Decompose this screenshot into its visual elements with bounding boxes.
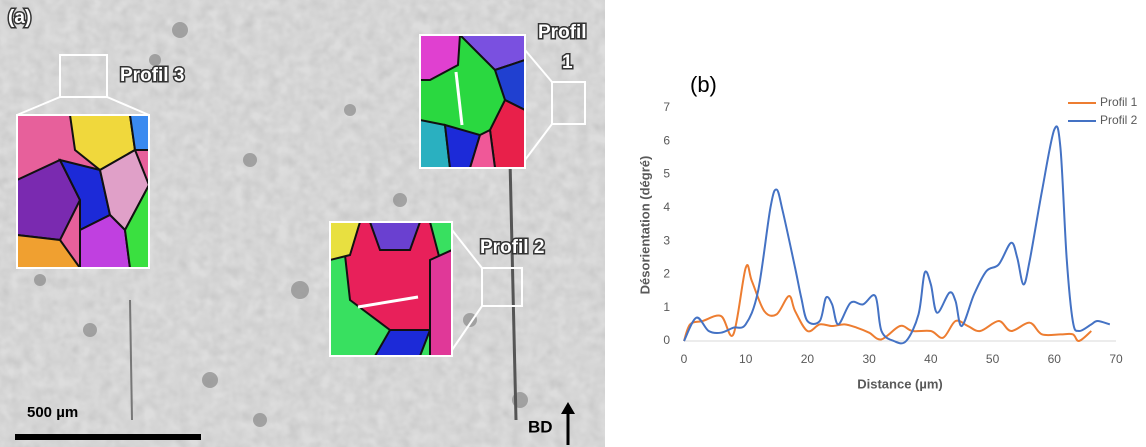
- x-axis-title: Distance (µm): [857, 376, 943, 391]
- chart: (b) Distance (µm) Désorientation (dégré)…: [637, 72, 1137, 392]
- x-tick-label: 40: [924, 352, 938, 366]
- y-tick-label: 1: [663, 300, 670, 314]
- x-tick-label: 10: [739, 352, 753, 366]
- profil-label: Profil 3: [120, 65, 184, 86]
- x-tick-label: 60: [1048, 352, 1062, 366]
- panel-label: (a): [8, 7, 31, 28]
- panel-label: (b): [690, 72, 717, 97]
- y-tick-label: 4: [663, 200, 670, 214]
- profil-label: Profil: [538, 22, 587, 43]
- y-tick-label: 3: [663, 233, 670, 247]
- scale-label: 500 µm: [27, 404, 78, 421]
- direction-label: BD: [528, 417, 553, 436]
- profil-label: 1: [562, 52, 573, 73]
- y-axis-title: Désorientation (dégré): [637, 156, 652, 295]
- x-tick-label: 50: [986, 352, 1000, 366]
- series-line: [683, 264, 1092, 342]
- legend-label: Profil 2: [1100, 113, 1138, 127]
- y-tick-label: 5: [663, 167, 670, 181]
- series-line: [683, 125, 1111, 345]
- y-tick-label: 0: [663, 333, 670, 347]
- y-tick-label: 6: [663, 133, 670, 147]
- legend-label: Profil 1: [1100, 95, 1138, 109]
- micrograph: (a) Profil 3 Profil 1 Profil 2 500 µm BD: [0, 0, 605, 447]
- y-tick-label: 2: [663, 267, 670, 281]
- profil-label: Profil 2: [480, 237, 544, 258]
- x-tick-label: 30: [862, 352, 876, 366]
- y-tick-label: 7: [663, 100, 670, 114]
- x-tick-label: 0: [681, 352, 688, 366]
- x-tick-label: 20: [801, 352, 815, 366]
- x-tick-label: 70: [1109, 352, 1123, 366]
